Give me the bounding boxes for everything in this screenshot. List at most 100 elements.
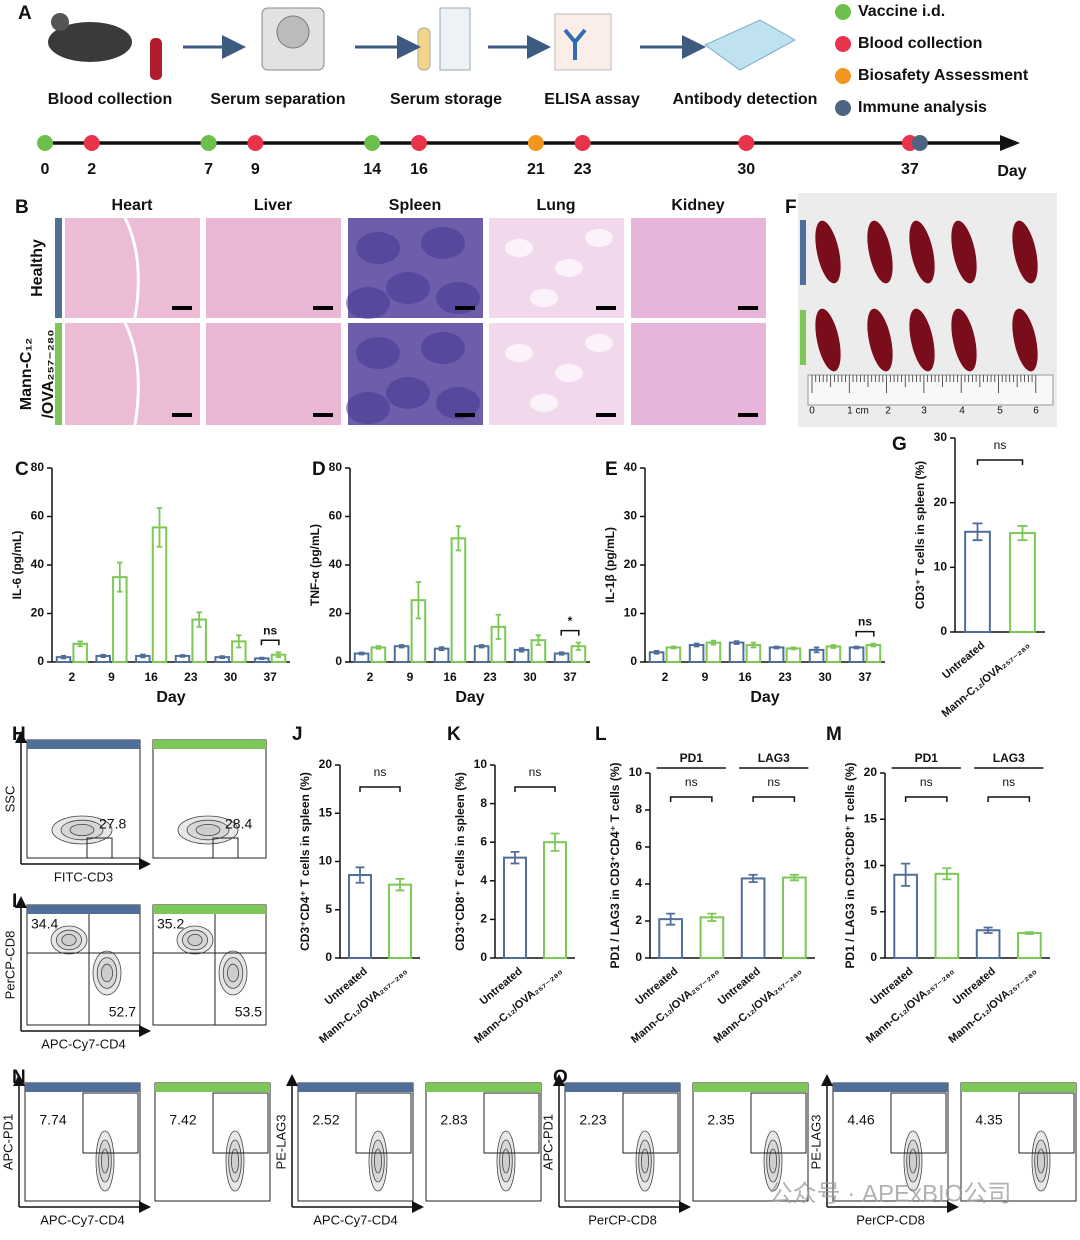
- group-strip: [298, 1083, 413, 1092]
- group-strip: [693, 1083, 808, 1092]
- ruler-label: 3: [921, 406, 927, 417]
- density-contour: [499, 1139, 513, 1183]
- spleen: [1012, 308, 1038, 372]
- density-contour: [181, 929, 208, 951]
- density-contour: [641, 1148, 650, 1174]
- group-strip: [565, 1083, 680, 1092]
- x-tick-label: 37: [263, 670, 277, 684]
- spleen: [867, 220, 893, 284]
- bar: [740, 877, 766, 960]
- quadrant-value: 35.2: [157, 916, 184, 932]
- scale-bar: [738, 306, 758, 310]
- density-contour: [61, 934, 77, 947]
- row-label: Healthy: [29, 239, 46, 297]
- error-bar: [275, 651, 282, 659]
- significance-label: *: [568, 614, 573, 628]
- panel-label: H: [12, 724, 26, 745]
- step-label: Serum separation: [210, 91, 345, 108]
- gate-value: 4.46: [847, 1112, 874, 1128]
- panel-label: M: [826, 724, 842, 745]
- y-tick-label: 10: [474, 757, 488, 771]
- y-axis-label: CD3⁺CD8⁺ T cells in spleen (%): [453, 772, 467, 951]
- bar: [705, 641, 722, 663]
- error-bar: [790, 646, 797, 651]
- error-bar: [750, 641, 757, 649]
- group-strip: [155, 1083, 270, 1092]
- bar: [964, 530, 991, 633]
- gate-value: 2.35: [707, 1112, 734, 1128]
- y-axis-label: CD3⁺ T cells in spleen (%): [913, 461, 927, 609]
- quadrant-value: 52.7: [109, 1004, 136, 1020]
- error-bar: [666, 912, 676, 926]
- y-tick-label: 40: [31, 557, 45, 571]
- error-bar: [870, 642, 877, 648]
- ruler-label: 4: [959, 406, 965, 417]
- panel-label: F: [785, 197, 797, 218]
- alveolus: [555, 364, 583, 382]
- bar: [1017, 932, 1042, 960]
- density-contour: [501, 1148, 510, 1174]
- gate-value: 7.42: [169, 1112, 196, 1128]
- flow-y-label: PerCP-CD8: [2, 931, 17, 1000]
- significance-bracket: [260, 639, 280, 646]
- panel-label: C: [15, 459, 29, 480]
- significance-bracket: [976, 459, 1024, 465]
- y-tick-label: 8: [635, 802, 642, 816]
- density-contour: [1034, 1139, 1048, 1183]
- column-header: Heart: [112, 197, 154, 214]
- bar: [785, 647, 802, 663]
- significance-label: ns: [1002, 775, 1015, 789]
- alveolus: [530, 394, 558, 412]
- x-axis-label: Day: [750, 689, 779, 706]
- group-strip: [833, 1083, 948, 1092]
- group-strip: [961, 1083, 1076, 1092]
- flow-x-label: FITC-CD3: [54, 869, 113, 884]
- error-bar: [140, 653, 146, 659]
- spleen: [815, 308, 841, 372]
- density-contour: [101, 1148, 110, 1174]
- spleen-pulp: [421, 227, 465, 259]
- y-tick-label: 20: [319, 757, 333, 771]
- density-contour: [195, 824, 221, 837]
- panel-label: K: [447, 724, 461, 745]
- error-bar: [575, 641, 582, 651]
- step-label: Blood collection: [48, 91, 172, 108]
- bar: [768, 646, 785, 664]
- spleen: [951, 220, 977, 284]
- density-contour: [187, 934, 203, 947]
- error-bar: [789, 873, 799, 882]
- error-bar: [358, 651, 365, 656]
- timeline-tick-label: 0: [41, 161, 50, 178]
- error-bar: [156, 507, 163, 548]
- panel-label: B: [15, 197, 29, 218]
- bar: [688, 644, 705, 664]
- density-contour: [69, 824, 95, 837]
- step-label: Antibody detection: [673, 91, 818, 108]
- x-tick-label: 30: [818, 670, 832, 684]
- scale-bar: [455, 413, 475, 417]
- error-bar: [77, 640, 83, 648]
- density-contour: [228, 1139, 242, 1183]
- bar: [975, 929, 1001, 959]
- density-contour: [98, 1139, 112, 1183]
- row-label: Mann-C₁₂: [18, 338, 35, 410]
- y-tick-label: 0: [325, 950, 332, 964]
- x-tick-label: 16: [144, 670, 158, 684]
- gate-value: 2.52: [312, 1112, 339, 1128]
- error-bar: [219, 655, 225, 660]
- alveolus: [505, 239, 533, 257]
- watermark: 公众号 · APExBIO公司: [769, 1180, 1012, 1207]
- y-tick-label: 20: [329, 606, 343, 620]
- legend-label: Immune analysis: [858, 99, 987, 116]
- alveolus: [505, 344, 533, 362]
- x-tick-label: 2: [367, 670, 374, 684]
- gate-value: 27.8: [99, 816, 126, 832]
- gate: [86, 837, 113, 859]
- bar: [848, 646, 865, 664]
- elisa-icon: [554, 13, 612, 71]
- significance-label: ns: [994, 438, 1007, 452]
- legend-marker: [835, 68, 851, 84]
- y-tick-label: 6: [480, 834, 487, 848]
- column-header: Spleen: [389, 197, 441, 214]
